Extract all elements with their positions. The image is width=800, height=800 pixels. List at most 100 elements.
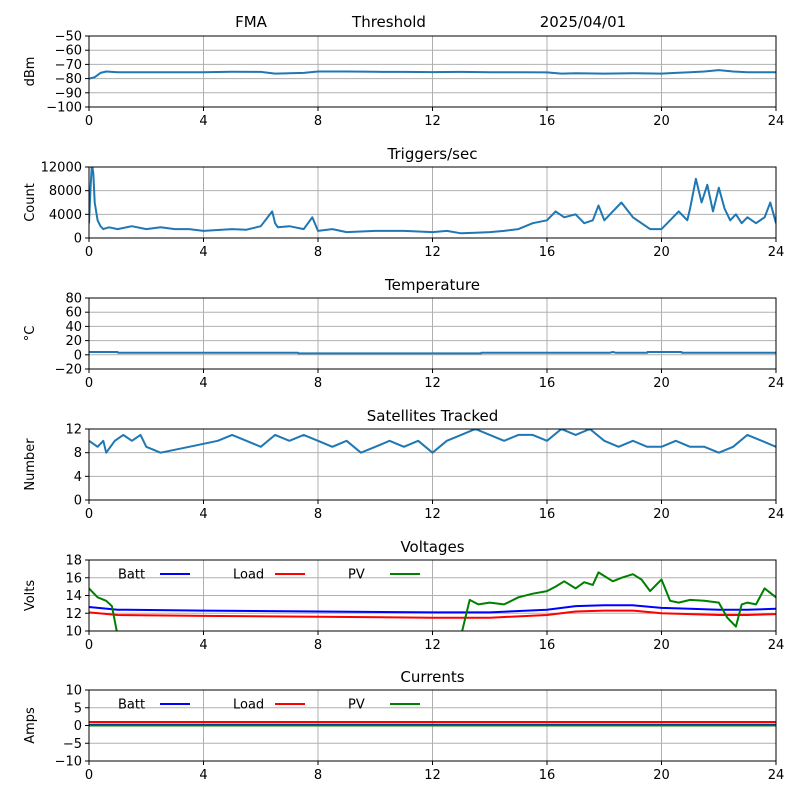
x-tick-label: 4 <box>199 507 207 522</box>
y-tick-label: 80 <box>65 292 82 307</box>
y-tick-label: 8 <box>74 446 82 461</box>
x-tick-label: 12 <box>424 376 441 391</box>
y-tick-label: 10 <box>65 625 82 640</box>
x-tick-label: 0 <box>85 245 93 260</box>
x-tick-label: 16 <box>539 114 556 129</box>
x-tick-label: 12 <box>424 114 441 129</box>
x-tick-label: 4 <box>199 768 207 783</box>
x-tick-label: 24 <box>768 638 785 653</box>
series-line-threshold <box>89 69 776 80</box>
legend-label-batt: Batt <box>118 568 145 583</box>
y-tick-label: 4000 <box>49 208 82 223</box>
y-tick-label: 0 <box>74 232 82 247</box>
legend-label-load: Load <box>233 698 264 713</box>
x-tick-label: 8 <box>314 114 322 129</box>
y-tick-label: 14 <box>65 589 82 604</box>
x-tick-label: 0 <box>85 638 93 653</box>
y-axis-label: °C <box>23 326 38 342</box>
y-axis-label: Volts <box>23 580 38 612</box>
y-tick-label: −60 <box>55 44 82 59</box>
x-tick-label: 8 <box>314 638 322 653</box>
x-tick-label: 24 <box>768 507 785 522</box>
y-tick-label: 0 <box>74 494 82 509</box>
x-tick-label: 20 <box>653 245 670 260</box>
panel-title: Currents <box>400 668 464 686</box>
header-date: 2025/04/01 <box>540 13 626 31</box>
y-tick-label: 12 <box>65 423 82 438</box>
x-tick-label: 4 <box>199 245 207 260</box>
x-tick-label: 0 <box>85 114 93 129</box>
x-tick-label: 20 <box>653 768 670 783</box>
y-tick-label: −50 <box>55 30 82 45</box>
x-tick-label: 16 <box>539 245 556 260</box>
x-tick-label: 20 <box>653 638 670 653</box>
series-line-satellites <box>89 429 776 454</box>
x-tick-label: 0 <box>85 507 93 522</box>
panel-title: Triggers/sec <box>387 145 478 163</box>
x-tick-label: 24 <box>768 376 785 391</box>
panel-threshold: 0 4 8 12 16 20 24 −100−90−80−70−60−50 dBm <box>23 30 784 130</box>
series-line-load <box>89 609 776 619</box>
x-tick-label: 8 <box>314 245 322 260</box>
y-tick-label: 12000 <box>41 161 82 176</box>
y-tick-label: −5 <box>63 737 82 752</box>
x-tick-label: 16 <box>539 376 556 391</box>
x-tick-label: 8 <box>314 507 322 522</box>
series-line-temperature <box>89 351 776 355</box>
series-line-batt <box>89 604 776 614</box>
legend-label-load: Load <box>233 568 264 583</box>
x-tick-label: 20 <box>653 376 670 391</box>
x-tick-label: 8 <box>314 768 322 783</box>
panel-voltages: 0 4 8 12 16 20 24 10 12 14 16 18 Voltages Volts Batt Lo… <box>23 538 784 653</box>
x-tick-label: 16 <box>539 638 556 653</box>
y-tick-label: 5 <box>74 701 82 716</box>
y-tick-label: 20 <box>65 334 82 349</box>
y-tick-label: 0 <box>74 719 82 734</box>
y-axis-label: Amps <box>23 707 38 744</box>
x-tick-label: 12 <box>424 638 441 653</box>
x-tick-label: 20 <box>653 114 670 129</box>
x-tick-label: 12 <box>424 245 441 260</box>
y-tick-label: −90 <box>55 86 82 101</box>
panel-triggers: 0 4 8 12 16 20 24 0 4000 8000 12000 Triggers/sec Cou… <box>23 145 784 260</box>
legend-label-pv: PV <box>348 698 365 713</box>
x-tick-label: 12 <box>424 507 441 522</box>
x-tick-label: 16 <box>539 507 556 522</box>
y-tick-label: −70 <box>55 58 82 73</box>
y-tick-label: 18 <box>65 554 82 569</box>
y-tick-label: −80 <box>55 72 82 87</box>
y-tick-label: 60 <box>65 306 82 321</box>
x-tick-label: 24 <box>768 768 785 783</box>
legend-label-batt: Batt <box>118 698 145 713</box>
panel-satellites: 0 4 8 12 16 20 24 0 4 8 12 Satellites Tracked Number <box>23 407 784 522</box>
x-tick-label: 4 <box>199 376 207 391</box>
header-station: FMA <box>235 13 268 31</box>
panel-title: Satellites Tracked <box>367 407 498 425</box>
legend-label-pv: PV <box>348 568 365 583</box>
y-tick-label: 40 <box>65 320 82 335</box>
panel-title: Voltages <box>400 538 464 556</box>
y-tick-label: 4 <box>74 470 82 485</box>
x-tick-label: 8 <box>314 376 322 391</box>
y-tick-label: −10 <box>55 755 82 770</box>
y-axis-label: dBm <box>23 57 38 87</box>
y-tick-label: 12 <box>65 607 82 622</box>
series-line-pv <box>89 571 776 631</box>
y-tick-label: −100 <box>46 101 82 116</box>
x-tick-label: 24 <box>768 114 785 129</box>
panel-currents: 0 4 8 12 16 20 24 −10 −5 0 5 10 Currents Amps Batt Load… <box>23 668 784 783</box>
y-axis-label: Number <box>23 438 38 491</box>
y-tick-label: 10 <box>65 684 82 699</box>
x-tick-label: 4 <box>199 638 207 653</box>
x-tick-label: 4 <box>199 114 207 129</box>
y-tick-label: 8000 <box>49 184 82 199</box>
y-tick-label: −20 <box>55 363 82 378</box>
x-tick-label: 0 <box>85 768 93 783</box>
x-tick-label: 20 <box>653 507 670 522</box>
x-tick-label: 24 <box>768 245 785 260</box>
y-tick-label: 16 <box>65 571 82 586</box>
header-mode: Threshold <box>351 13 426 31</box>
